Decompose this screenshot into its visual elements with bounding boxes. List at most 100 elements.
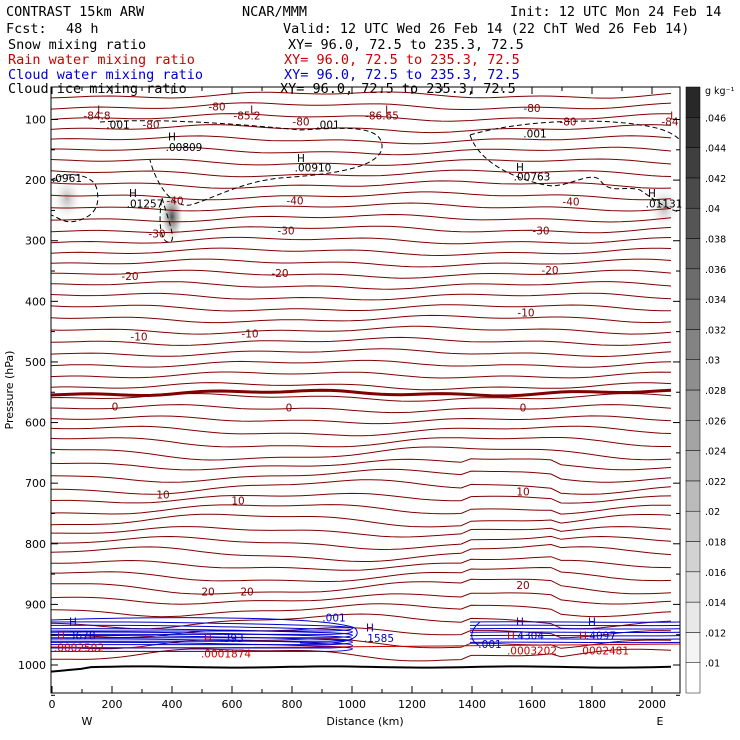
colorbar-label: .042	[705, 174, 726, 185]
colorbar-swatch	[685, 389, 701, 421]
isotherm-line	[51, 314, 672, 324]
x-tick-label: 1400	[458, 698, 486, 711]
colorbar-swatch	[685, 480, 701, 512]
cloud-ice-contour	[51, 174, 99, 223]
isotherm-line	[51, 202, 672, 212]
isotherm-label: -30	[148, 229, 165, 241]
isotherm-label: -10	[241, 329, 258, 341]
colorbar: .01 .012 .014 .016 .018 .02 .022 .024 .026 .028 .0…	[685, 86, 726, 694]
extremum-label: .001	[322, 612, 345, 624]
freezing-level-line	[51, 388, 672, 398]
colorbar-label: .034	[705, 295, 726, 306]
isotherm-label: -85.2	[233, 111, 260, 123]
isotherm-line	[51, 269, 672, 279]
isotherm-line	[51, 304, 671, 312]
isotherm-line	[51, 382, 672, 391]
isotherm-line	[51, 479, 672, 495]
extremum-label: L	[97, 104, 103, 116]
isotherm-line	[51, 158, 672, 166]
y-tick-label: 900	[25, 598, 46, 611]
extremum-label: H	[579, 631, 587, 643]
y-tick-label: 200	[25, 174, 46, 187]
isotherm-label: -30	[277, 226, 294, 238]
isotherm-label: -84.8	[83, 111, 110, 123]
isotherm-line	[51, 359, 672, 368]
isotherm-line	[51, 492, 672, 504]
extremum-label: H	[204, 633, 212, 645]
legend-cloud-ice: Cloud ice mixing ratio	[8, 81, 187, 97]
colorbar-swatch	[685, 510, 701, 542]
isotherm-line	[51, 404, 672, 414]
isotherm-line	[51, 535, 672, 551]
extremum-label: .01257	[127, 198, 164, 210]
temperature-isotherms	[51, 91, 672, 673]
cloud-ice-contour	[159, 197, 173, 243]
isotherm-line	[51, 556, 672, 571]
cloud-ice-contour	[99, 120, 383, 206]
east-label: E	[657, 715, 664, 728]
isotherm-line	[51, 247, 672, 257]
extremum-label: .00809	[166, 142, 203, 154]
isotherm-line	[51, 191, 672, 201]
colorbar-swatch	[685, 541, 701, 573]
isotherm-label: -86.65	[365, 111, 399, 123]
cloud-water-contours	[51, 617, 680, 652]
extremum-label: H	[507, 631, 515, 643]
isotherm-line	[51, 371, 672, 379]
y-tick-label: 1000	[18, 659, 46, 672]
x-tick-label: 2000	[638, 698, 666, 711]
y-tick-label: 500	[25, 356, 46, 369]
colorbar-swatch	[685, 632, 701, 663]
isotherm-line	[51, 236, 672, 245]
isotherm-line	[51, 146, 672, 156]
isotherm-line	[51, 603, 672, 618]
extremum-label: .0003202	[507, 646, 557, 658]
isotherm-line	[51, 513, 672, 528]
extremum-label: H	[648, 188, 656, 200]
x-tick-label: 1600	[518, 698, 546, 711]
y-tick-label: 100	[25, 114, 46, 127]
isotherm-line	[51, 468, 672, 483]
y-axis-label: Pressure (hPa)	[3, 351, 16, 430]
x-tick-label: 800	[282, 698, 303, 711]
extremum-label: .001	[478, 639, 501, 651]
snow-shading-maximum	[51, 174, 83, 223]
colorbar-label: .026	[705, 416, 726, 427]
extremum-label: H	[516, 162, 524, 174]
isotherm-line	[51, 169, 672, 178]
isotherm-line	[51, 578, 672, 595]
cloud-water-contour	[51, 621, 353, 632]
snow-shading-maximum	[160, 190, 184, 243]
extremum-label: .001	[106, 120, 129, 132]
colorbar-label: .028	[705, 386, 726, 397]
isotherm-line	[51, 281, 672, 290]
colorbar-swatch	[685, 601, 701, 633]
isotherm-line	[51, 258, 672, 268]
x-tick-label: 200	[102, 698, 123, 711]
isotherm-label: -80	[292, 117, 309, 129]
isotherm-line	[51, 348, 672, 358]
cloud-water-contour	[471, 621, 481, 647]
legend-cloud-water: Cloud water mixing ratio	[8, 67, 203, 83]
legend-rain: Rain water mixing ratio	[8, 52, 195, 68]
isotherm-line	[51, 446, 672, 461]
isotherm-label: -30	[532, 226, 549, 238]
extremum-label: H	[297, 153, 305, 165]
y-tick-label: 300	[25, 235, 46, 248]
extremum-label: .00763	[514, 172, 551, 184]
isotherm-line	[51, 526, 672, 538]
colorbar-label: .044	[705, 144, 726, 155]
isotherm-line	[51, 415, 672, 425]
colorbar-swatch	[685, 177, 701, 209]
colorbar-swatch	[685, 268, 701, 300]
cloud-water-contour	[469, 628, 680, 630]
isotherm-line	[51, 504, 672, 515]
isotherm-label: 20	[516, 580, 529, 592]
colorbar-label: .038	[705, 235, 726, 246]
west-label: W	[82, 715, 93, 728]
y-tick-label: 700	[25, 477, 46, 490]
legend-rain-xy: XY= 96.0, 72.5 to 235.3, 72.5	[284, 52, 520, 68]
init-time: Init: 12 UTC Mon 24 Feb 14	[510, 4, 721, 20]
extremum-label: .3678	[65, 631, 95, 643]
